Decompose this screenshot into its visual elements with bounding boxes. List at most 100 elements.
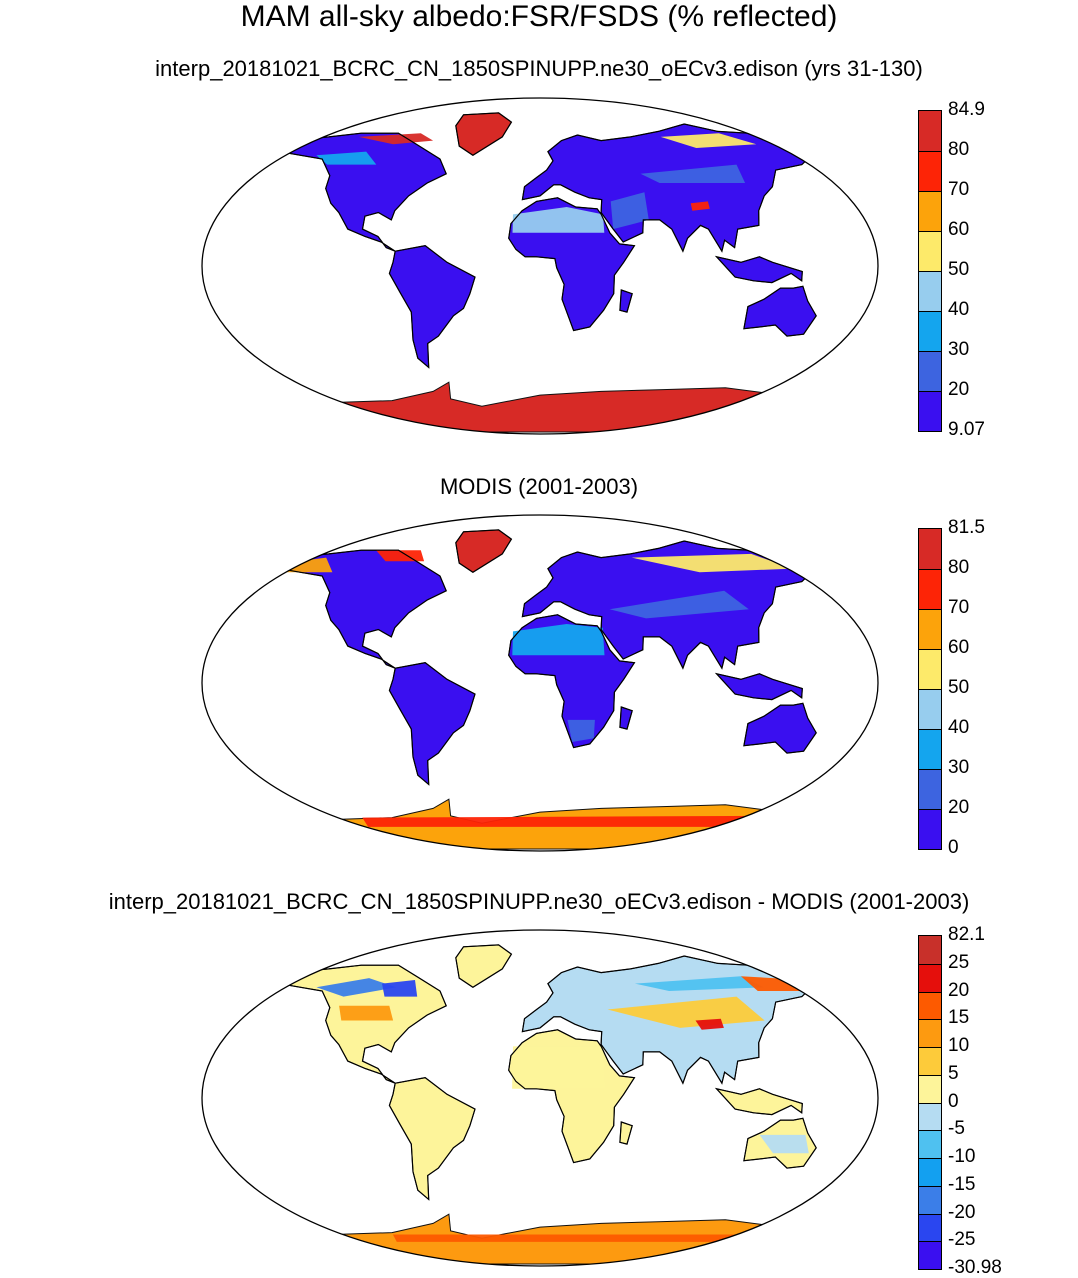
colorbar-label: 10: [948, 1035, 970, 1056]
land-layer: [270, 112, 817, 433]
coastline: [388, 245, 476, 369]
coastline: [521, 123, 816, 253]
coastline: [521, 955, 816, 1085]
land-antarctica: [270, 381, 810, 433]
coastline: [714, 672, 803, 701]
panel-2-colorbar: [918, 528, 942, 850]
colorbar-label: 0: [948, 837, 959, 858]
colorbar-segment: [919, 1130, 941, 1158]
colorbar-label: -15: [948, 1173, 976, 1195]
colorbar-segment: [919, 569, 941, 609]
value-patch: [695, 1018, 724, 1030]
value-patch: [339, 1005, 394, 1021]
colorbar-segment: [919, 1241, 941, 1269]
panel-3-map: [201, 929, 879, 1267]
coastline: [388, 662, 476, 786]
colorbar-segment: [919, 1185, 941, 1214]
colorbar-label: -30.98: [948, 1257, 1002, 1278]
value-patch: [512, 624, 605, 656]
colorbar-segment: [919, 1213, 941, 1242]
colorbar-label: 70: [948, 179, 970, 200]
value-patch: [362, 815, 779, 827]
colorbar-label: 80: [948, 139, 970, 160]
coastline: [508, 1029, 636, 1164]
value-patch: [512, 207, 605, 233]
coastline: [743, 285, 817, 337]
colorbar-segment: [919, 609, 941, 649]
value-patch: [512, 1046, 606, 1089]
colorbar-segment: [919, 351, 941, 391]
colorbar-label: 20: [948, 379, 970, 400]
colorbar-label: -10: [948, 1146, 976, 1167]
colorbar-segment: [919, 809, 941, 849]
value-patch: [607, 996, 765, 1028]
colorbar-segment: [919, 1158, 941, 1186]
colorbar-segment: [919, 1019, 941, 1047]
colorbar-segment: [919, 729, 941, 769]
colorbar-segment: [919, 1047, 941, 1075]
value-patch: [283, 557, 333, 573]
map-border: [201, 97, 879, 435]
land-indonesia: [715, 255, 803, 284]
colorbar-label: 81.5: [948, 517, 985, 538]
colorbar-segment: [919, 191, 941, 231]
coastline: [714, 255, 803, 284]
value-patch: [392, 1234, 761, 1242]
colorbar-label: 60: [948, 219, 970, 240]
colorbar-label: 80: [948, 557, 970, 578]
coastline: [278, 549, 447, 669]
coastline: [278, 132, 447, 252]
value-patch: [610, 192, 649, 230]
figure-title: MAM all-sky albedo:FSR/FSDS (% reflected…: [240, 0, 838, 33]
colorbar-segment: [919, 1074, 941, 1103]
panel-2-map: [201, 514, 879, 852]
colorbar-segment: [919, 649, 941, 689]
colorbar-label: 20: [948, 979, 970, 1001]
colorbar-label: 15: [948, 1007, 970, 1029]
colorbar-label: -5: [948, 1118, 965, 1140]
map-border: [201, 514, 879, 852]
coastline: [455, 112, 513, 157]
colorbar-segment: [919, 271, 941, 311]
coastline: [508, 197, 636, 332]
coastline: [619, 289, 633, 313]
value-patch: [660, 133, 757, 148]
coastline: [508, 614, 636, 749]
colorbar-segment: [919, 991, 941, 1020]
land-namerica: [278, 132, 447, 252]
coastline: [714, 1087, 803, 1116]
value-patch: [567, 719, 595, 742]
colorbar-segment: [919, 391, 941, 431]
value-patch: [609, 590, 749, 619]
colorbar-segment: [919, 529, 941, 569]
colorbar-segment: [919, 1102, 941, 1131]
colorbar-segment: [919, 936, 941, 964]
land-samerica: [388, 1077, 476, 1201]
coastline: [743, 1117, 817, 1169]
coastline: [278, 964, 447, 1084]
colorbar-segment: [919, 769, 941, 809]
coastline: [455, 529, 513, 574]
value-patch: [316, 978, 397, 997]
panel-1-colorbar: [918, 110, 942, 432]
colorbar-segment: [919, 311, 941, 351]
coastline: [521, 540, 816, 670]
colorbar-label: 40: [948, 299, 970, 320]
value-patch: [358, 133, 434, 145]
land-layer: [270, 529, 817, 850]
panel-1-title: interp_20181021_BCRC_CN_1850SPINUPP.ne30…: [155, 56, 923, 81]
colorbar-label: 0: [948, 1090, 959, 1112]
colorbar-label: 82.1: [948, 924, 985, 945]
colorbar-segment: [919, 689, 941, 729]
panel-1-map: [201, 97, 879, 435]
colorbar-segment: [919, 111, 941, 151]
land-layer: [270, 944, 817, 1265]
colorbar-label: -20: [948, 1201, 976, 1223]
land-indonesia: [715, 1087, 803, 1116]
colorbar-label: 5: [948, 1062, 959, 1084]
panel-3-colorbar: [918, 935, 942, 1270]
coastline: [619, 706, 633, 730]
coastline: [455, 944, 513, 989]
panel-3-title: interp_20181021_BCRC_CN_1850SPINUPP.ne30…: [108, 889, 970, 914]
colorbar-label: 50: [948, 259, 970, 280]
